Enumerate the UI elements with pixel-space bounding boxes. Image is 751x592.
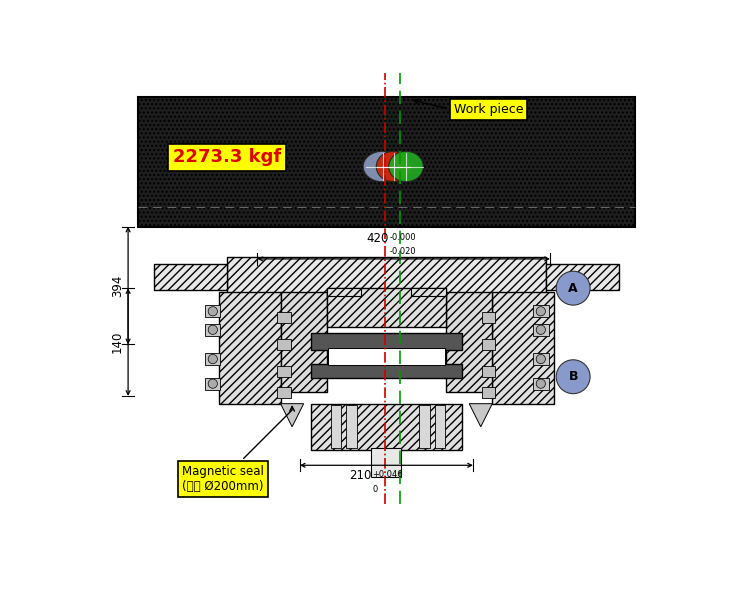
Bar — [346, 405, 357, 448]
Circle shape — [208, 355, 217, 363]
Text: A: A — [569, 282, 578, 295]
Text: 420: 420 — [366, 232, 388, 245]
Bar — [435, 405, 445, 448]
Circle shape — [556, 360, 590, 394]
Bar — [533, 324, 548, 336]
Text: -0.020: -0.020 — [390, 247, 417, 256]
Text: -0.000: -0.000 — [390, 233, 417, 242]
Bar — [327, 288, 361, 296]
Bar — [205, 305, 221, 317]
Bar — [277, 387, 291, 397]
Bar — [227, 258, 546, 296]
Bar — [153, 263, 227, 289]
Circle shape — [536, 355, 545, 363]
Text: 0: 0 — [372, 484, 378, 494]
Circle shape — [536, 307, 545, 316]
Polygon shape — [469, 404, 493, 427]
Ellipse shape — [363, 152, 402, 182]
Bar — [312, 333, 462, 350]
Text: 394: 394 — [111, 274, 124, 297]
Bar — [281, 292, 327, 392]
Bar — [205, 353, 221, 365]
Bar — [546, 263, 620, 289]
Text: 2273.3 kgf: 2273.3 kgf — [173, 148, 281, 166]
Polygon shape — [281, 404, 303, 427]
Bar — [277, 339, 291, 350]
Circle shape — [536, 325, 545, 334]
Bar — [481, 339, 496, 350]
Bar — [138, 97, 635, 227]
Bar — [330, 405, 342, 448]
Bar — [219, 292, 281, 404]
Bar — [277, 312, 291, 323]
Ellipse shape — [376, 152, 411, 182]
Circle shape — [208, 325, 217, 334]
Text: 210: 210 — [348, 469, 371, 482]
Ellipse shape — [389, 152, 424, 182]
Bar — [446, 292, 493, 392]
Text: +0.046: +0.046 — [372, 470, 403, 479]
Bar — [533, 353, 548, 365]
Circle shape — [536, 379, 545, 388]
Text: Work piece: Work piece — [414, 99, 523, 116]
Bar — [205, 378, 221, 390]
Text: B: B — [569, 370, 578, 383]
Text: 140: 140 — [111, 331, 124, 353]
Bar — [493, 292, 554, 404]
Bar — [328, 348, 445, 365]
Bar — [481, 312, 496, 323]
Circle shape — [208, 307, 217, 316]
Bar — [312, 365, 462, 378]
Bar — [533, 378, 548, 390]
Bar — [371, 448, 402, 477]
Circle shape — [208, 379, 217, 388]
Bar — [277, 366, 291, 377]
Bar — [481, 366, 496, 377]
Bar — [533, 305, 548, 317]
Bar — [327, 288, 446, 327]
Bar — [412, 288, 446, 296]
Bar — [312, 404, 462, 450]
Text: Magnetic seal
(중공 Ø200mm): Magnetic seal (중공 Ø200mm) — [182, 407, 294, 493]
Bar — [205, 324, 221, 336]
Bar — [481, 387, 496, 397]
Bar — [419, 405, 430, 448]
Circle shape — [556, 271, 590, 305]
